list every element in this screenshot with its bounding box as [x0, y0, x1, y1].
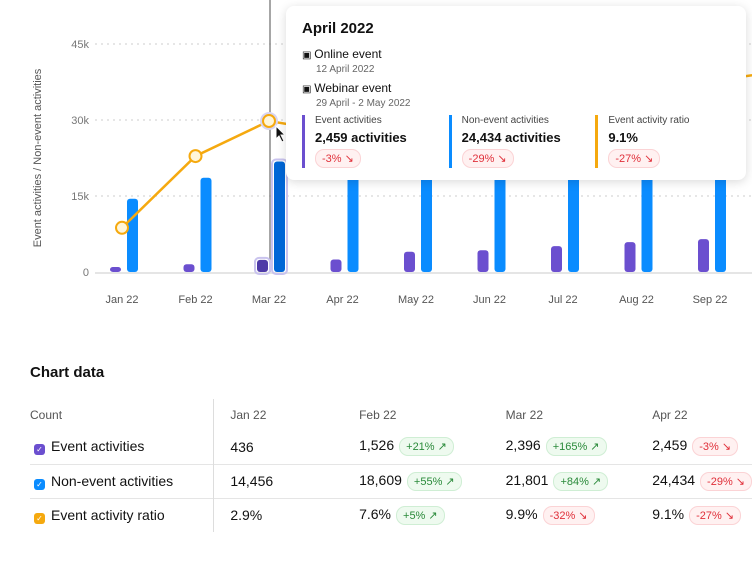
y-tick-label: 30k — [71, 115, 89, 127]
change-badge: -3% ↘ — [315, 149, 361, 168]
event-bar[interactable] — [257, 259, 268, 272]
event-name: Webinar event — [314, 81, 392, 95]
metric-label: Event activities — [315, 115, 382, 126]
calendar-icon: ▣ — [302, 50, 315, 61]
tooltip-metric: Non-event activities 24,434 activities -29… — [448, 115, 584, 168]
row-label: Event activities — [51, 438, 145, 455]
cell-value: 7.6% — [359, 505, 392, 522]
y-tick-label: 0 — [83, 267, 89, 279]
cell-value: 2,459 — [652, 437, 688, 454]
column-header: Count — [30, 399, 215, 430]
event-bar[interactable] — [477, 250, 489, 272]
table-row: ✓ Event activity ratio 2.9% 7.6% +5% ↗ 9.9% -3… — [30, 497, 752, 532]
cell-value: 2,396 — [505, 437, 541, 454]
y-axis-label: Event activities / Non-event activities — [32, 68, 44, 247]
metric-value: 2,459 activities — [315, 130, 407, 145]
checkbox[interactable]: ✓ — [34, 478, 45, 490]
y-tick-label: 15k — [71, 191, 89, 203]
ratio-point[interactable] — [115, 220, 129, 235]
metric-value: 9.1% — [608, 130, 638, 145]
chart-data-title: Chart data — [30, 364, 105, 381]
event-date: 29 April - 2 May 2022 — [316, 98, 411, 109]
change-badge: -32% ↘ — [542, 505, 595, 525]
x-tick-label: Jul 22 — [548, 294, 577, 306]
cell-value: 2.9% — [230, 507, 263, 524]
table-row: ✓ Non-event activities 14,456 18,609 +55% ↗ 2… — [30, 463, 752, 498]
x-tick-label: Jan 22 — [105, 294, 138, 306]
column-header: Mar 22 — [505, 407, 543, 422]
event-item: ▣ Webinar event 29 April - 2 May 2022 — [302, 81, 730, 109]
change-badge: -27% ↘ — [608, 149, 661, 168]
non-event-bar[interactable] — [274, 161, 285, 272]
change-badge: +5% ↗ — [396, 505, 445, 525]
event-bar[interactable] — [330, 259, 342, 272]
cell-value: 21,801 — [505, 471, 549, 488]
change-badge: -29% ↘ — [700, 471, 752, 491]
change-badge: +165% ↗ — [545, 437, 607, 457]
cell-value: 436 — [230, 438, 254, 455]
event-date: 12 April 2022 — [316, 64, 375, 75]
calendar-icon: ▣ — [302, 84, 315, 95]
chart-data-table: Count Jan 22 Feb 22 Mar 22 Apr 22 ✓ Event acti… — [30, 399, 752, 532]
cell-value: 9.1% — [652, 505, 685, 522]
non-event-bar[interactable] — [127, 198, 138, 272]
row-label: Event activity ratio — [51, 506, 165, 523]
ratio-point[interactable] — [262, 114, 276, 129]
x-tick-label: Aug 22 — [619, 294, 654, 306]
x-tick-label: Feb 22 — [178, 294, 212, 306]
cursor-icon — [275, 124, 287, 143]
event-bar[interactable] — [624, 242, 636, 272]
table-row: ✓ Event activities 436 1,526 +21% ↗ 2,396 +165… — [30, 430, 752, 464]
non-event-bar[interactable] — [200, 177, 212, 272]
checkbox[interactable]: ✓ — [34, 512, 45, 524]
x-tick-label: Sep 22 — [693, 294, 728, 306]
cell-value: 14,456 — [230, 473, 274, 489]
x-tick-label: Jun 22 — [473, 294, 506, 306]
metric-label: Event activity ratio — [608, 115, 690, 126]
change-badge: +21% ↗ — [399, 437, 454, 457]
ratio-point[interactable] — [188, 149, 203, 164]
change-badge: +55% ↗ — [406, 471, 462, 491]
event-bar[interactable] — [404, 251, 415, 272]
change-badge: -27% ↘ — [689, 505, 742, 525]
y-tick-label: 45k — [71, 39, 89, 51]
event-name: Online event — [314, 47, 382, 61]
x-tick-label: May 22 — [398, 294, 434, 306]
event-bar[interactable] — [551, 246, 562, 272]
tooltip-metric: Event activity ratio 9.1% -27% ↘ — [595, 115, 730, 168]
event-bar[interactable] — [110, 267, 121, 272]
cell-value: 9.9% — [505, 505, 538, 522]
change-badge: -3% ↘ — [692, 437, 739, 457]
x-tick-label: Apr 22 — [326, 294, 358, 306]
column-header: Feb 22 — [359, 407, 397, 422]
cell-value: 18,609 — [359, 471, 402, 488]
cell-value: 1,526 — [359, 437, 395, 454]
tooltip-metric: Event activities 2,459 activities -3% ↘ — [302, 115, 437, 168]
event-item: ▣ Online event 12 April 2022 — [302, 47, 730, 75]
change-badge: +84% ↗ — [553, 471, 609, 491]
column-header: Apr 22 — [652, 407, 688, 422]
change-badge: -29% ↘ — [461, 149, 514, 168]
tooltip-title: April 2022 — [302, 20, 374, 37]
tooltip: April 2022 ▣ Online event 12 April 2022 ▣ … — [286, 6, 746, 180]
cell-value: 24,434 — [652, 471, 696, 488]
x-tick-label: Mar 22 — [252, 294, 286, 306]
event-bar[interactable] — [698, 239, 709, 272]
metric-label: Non-event activities — [461, 115, 549, 126]
metric-value: 24,434 activities — [461, 130, 561, 145]
checkbox[interactable]: ✓ — [34, 444, 45, 456]
row-label: Non-event activities — [51, 472, 174, 489]
event-bar[interactable] — [183, 264, 195, 272]
column-header: Jan 22 — [230, 407, 267, 422]
